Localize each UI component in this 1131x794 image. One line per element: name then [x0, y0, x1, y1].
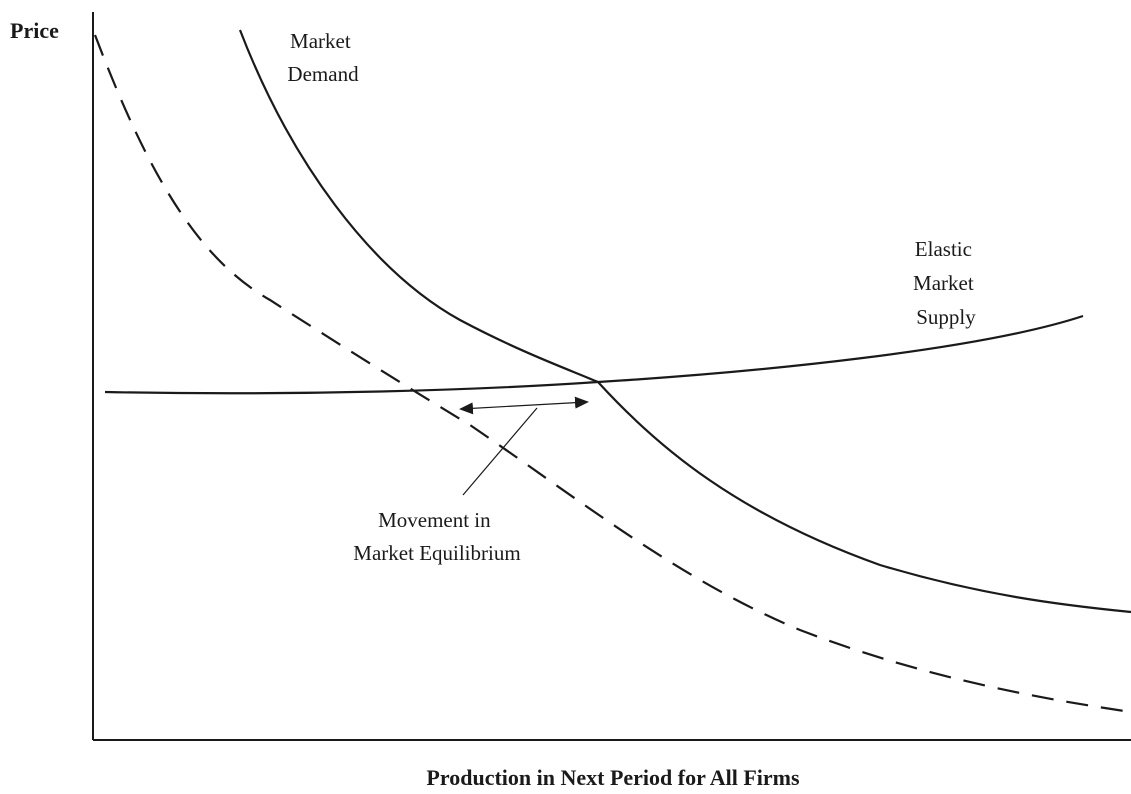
market-demand-label-line-2: Demand: [287, 62, 359, 86]
movement-label-line-1: Movement in: [378, 508, 491, 532]
market-demand-label: Market Demand: [287, 29, 359, 86]
movement-label: Movement in Market Equilibrium: [353, 508, 520, 565]
market-demand-curve: [238, 29, 1131, 614]
supply-label-line-3: Supply: [916, 305, 976, 329]
market-demand-label-line-1: Market: [290, 29, 351, 53]
y-axis-label: Price: [10, 18, 59, 43]
movement-label-line-2: Market Equilibrium: [353, 541, 520, 565]
supply-label-line-1: Elastic: [915, 237, 972, 261]
x-axis-label: Production in Next Period for All Firms: [426, 765, 800, 790]
shifted-demand-curve: [93, 34, 1131, 714]
equilibrium-movement-arrow: [459, 396, 589, 415]
movement-leader-line: [462, 407, 538, 496]
supply-label: Elastic Market Supply: [913, 237, 979, 329]
supply-label-line-2: Market: [913, 271, 974, 295]
elastic-market-supply-curve: [104, 314, 1084, 395]
